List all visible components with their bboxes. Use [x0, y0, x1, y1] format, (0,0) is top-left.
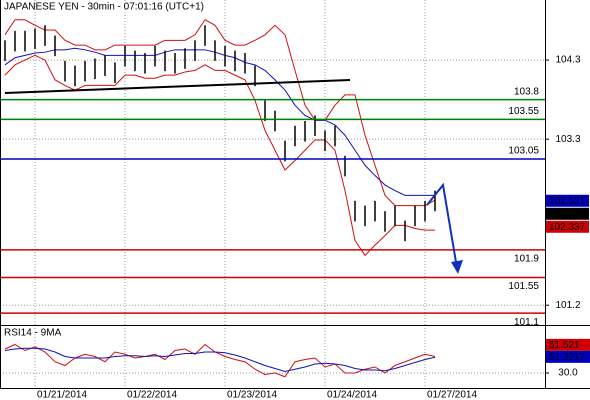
- price-tag-label: 102.337: [549, 222, 586, 233]
- series-line: [4, 47, 435, 196]
- rsi-title: RSI14 - 9MA: [4, 328, 62, 339]
- y-tick-label: 103.3: [555, 134, 580, 145]
- x-tick-label: 01/24/2014: [327, 390, 377, 400]
- level-label: 103.05: [508, 146, 539, 157]
- level-label: 103.8: [514, 86, 539, 97]
- y-tick-label: 104.3: [555, 55, 580, 66]
- y-tick-label: 30.0: [558, 368, 578, 379]
- price-tag-label: 102.443: [549, 209, 586, 220]
- trend-line: [4, 79, 351, 94]
- chart-title: JAPANESE YEN - 30min - 07:01:16 (UTC+1): [4, 2, 204, 13]
- level-label: 103.55: [508, 106, 539, 117]
- x-tick-label: 01/21/2014: [37, 390, 87, 400]
- value-tag-label: 51.3217: [549, 352, 586, 363]
- price-tag: [546, 220, 589, 233]
- forecast-arrow: [426, 182, 458, 269]
- price-tag-label: 102.521: [549, 196, 586, 207]
- y-tick-label: 101.2: [555, 300, 580, 311]
- level-label: 101.1: [514, 317, 539, 328]
- value-tag: [546, 350, 590, 363]
- value-tag-label: 51.521: [549, 340, 580, 351]
- level-label: 101.9: [514, 254, 539, 265]
- x-tick-label: 01/22/2014: [127, 390, 177, 400]
- x-tick-label: 01/27/2014: [427, 390, 477, 400]
- value-tag: [546, 338, 590, 351]
- series-line: [4, 19, 436, 207]
- arrow-head: [451, 260, 463, 274]
- level-label: 101.55: [508, 281, 539, 292]
- price-tag: [546, 207, 589, 220]
- x-tick-label: 01/23/2014: [227, 390, 277, 400]
- series-line: [4, 347, 436, 373]
- price-tag: [546, 194, 589, 207]
